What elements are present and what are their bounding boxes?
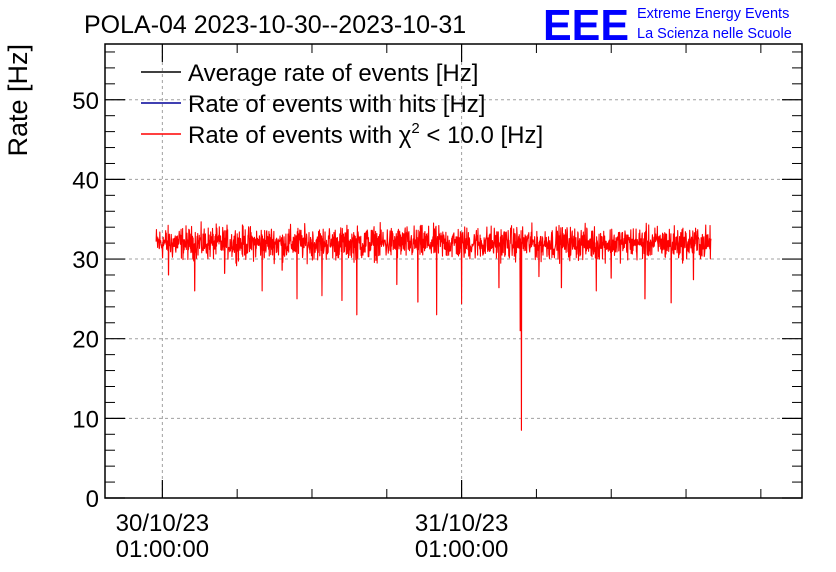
legend-chi2-prefix: Rate of events with bbox=[188, 122, 399, 149]
legend-chi2-symbol: χ bbox=[399, 122, 412, 149]
y-tick-label: 50 bbox=[72, 88, 99, 115]
legend-label-chi2: Rate of events with χ2 < 10.0 [Hz] bbox=[188, 120, 543, 149]
y-tick-label: 0 bbox=[86, 486, 99, 513]
logo-line-2: La Scienza nelle Scuole bbox=[637, 26, 792, 42]
logo-line-1: Extreme Energy Events bbox=[637, 6, 789, 22]
y-tick-label: 20 bbox=[72, 327, 99, 354]
legend-label-hits: Rate of events with hits [Hz] bbox=[188, 91, 485, 118]
legend-chi2-sup: 2 bbox=[411, 120, 419, 137]
x-tick-date: 31/10/23 bbox=[415, 510, 508, 537]
y-axis-label: Rate [Hz] bbox=[3, 44, 33, 157]
grid-lines bbox=[105, 44, 802, 498]
y-tick-label: 30 bbox=[72, 247, 99, 274]
y-tick-label: 10 bbox=[72, 406, 99, 433]
axis-ticks bbox=[105, 44, 802, 499]
legend-label-average: Average rate of events [Hz] bbox=[188, 60, 478, 87]
plot-frame bbox=[104, 43, 803, 499]
chart-title: POLA-04 2023-10-30--2023-10-31 bbox=[84, 11, 466, 39]
x-tick-time: 01:00:00 bbox=[116, 536, 209, 563]
y-tick-label: 40 bbox=[72, 167, 99, 194]
legend: Average rate of events [Hz] Rate of even… bbox=[141, 60, 543, 149]
x-tick-time: 01:00:00 bbox=[415, 536, 508, 563]
legend-chi2-suffix: < 10.0 [Hz] bbox=[420, 122, 543, 149]
eee-logo: EEE Extreme Energy Events La Scienza nel… bbox=[543, 1, 792, 50]
eee-logo-mark: EEE bbox=[543, 1, 629, 50]
x-tick-date: 30/10/23 bbox=[116, 510, 209, 537]
series-group bbox=[155, 221, 712, 431]
y-tick-labels: 0 10 20 30 40 50 bbox=[72, 88, 99, 513]
series-line-chi2 bbox=[155, 221, 712, 431]
